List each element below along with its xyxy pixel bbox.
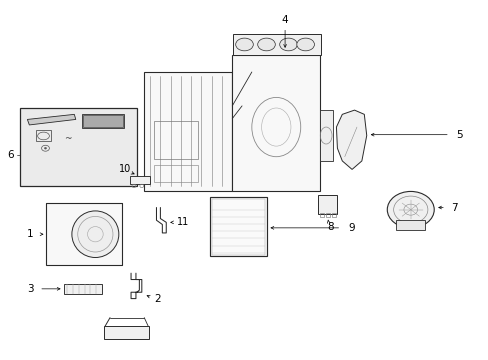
Text: 3: 3 <box>27 284 34 294</box>
Bar <box>232 55 320 190</box>
Bar <box>46 203 122 265</box>
Text: 6: 6 <box>7 150 14 159</box>
Text: 7: 7 <box>450 203 457 212</box>
Text: 9: 9 <box>348 223 355 233</box>
Bar <box>232 34 320 55</box>
Ellipse shape <box>257 38 275 51</box>
Text: 2: 2 <box>154 294 161 303</box>
Bar <box>319 213 324 217</box>
Ellipse shape <box>235 38 253 51</box>
Bar <box>317 195 337 214</box>
Bar <box>212 199 264 255</box>
Bar <box>129 176 150 184</box>
Bar <box>325 213 329 217</box>
Bar <box>47 213 61 264</box>
Bar <box>104 326 149 339</box>
Bar <box>63 284 102 293</box>
Bar <box>154 165 198 182</box>
Bar <box>20 108 137 186</box>
Text: 11: 11 <box>177 217 189 228</box>
Ellipse shape <box>386 192 433 228</box>
Ellipse shape <box>296 38 314 51</box>
Ellipse shape <box>279 38 297 51</box>
Bar <box>83 115 122 127</box>
Text: 5: 5 <box>455 130 462 140</box>
Text: 1: 1 <box>27 229 34 239</box>
Bar <box>320 110 332 161</box>
Ellipse shape <box>44 147 46 149</box>
Polygon shape <box>27 114 76 125</box>
Bar <box>144 72 232 190</box>
Text: 8: 8 <box>326 222 333 231</box>
Bar <box>82 114 123 128</box>
Polygon shape <box>336 110 366 170</box>
Bar <box>331 213 335 217</box>
Bar <box>154 121 198 159</box>
Text: 10: 10 <box>119 165 131 174</box>
Text: 4: 4 <box>281 15 288 25</box>
Bar <box>210 197 266 256</box>
Bar <box>36 130 51 141</box>
Bar <box>395 220 425 230</box>
Text: ~: ~ <box>63 134 71 143</box>
Ellipse shape <box>72 211 119 257</box>
